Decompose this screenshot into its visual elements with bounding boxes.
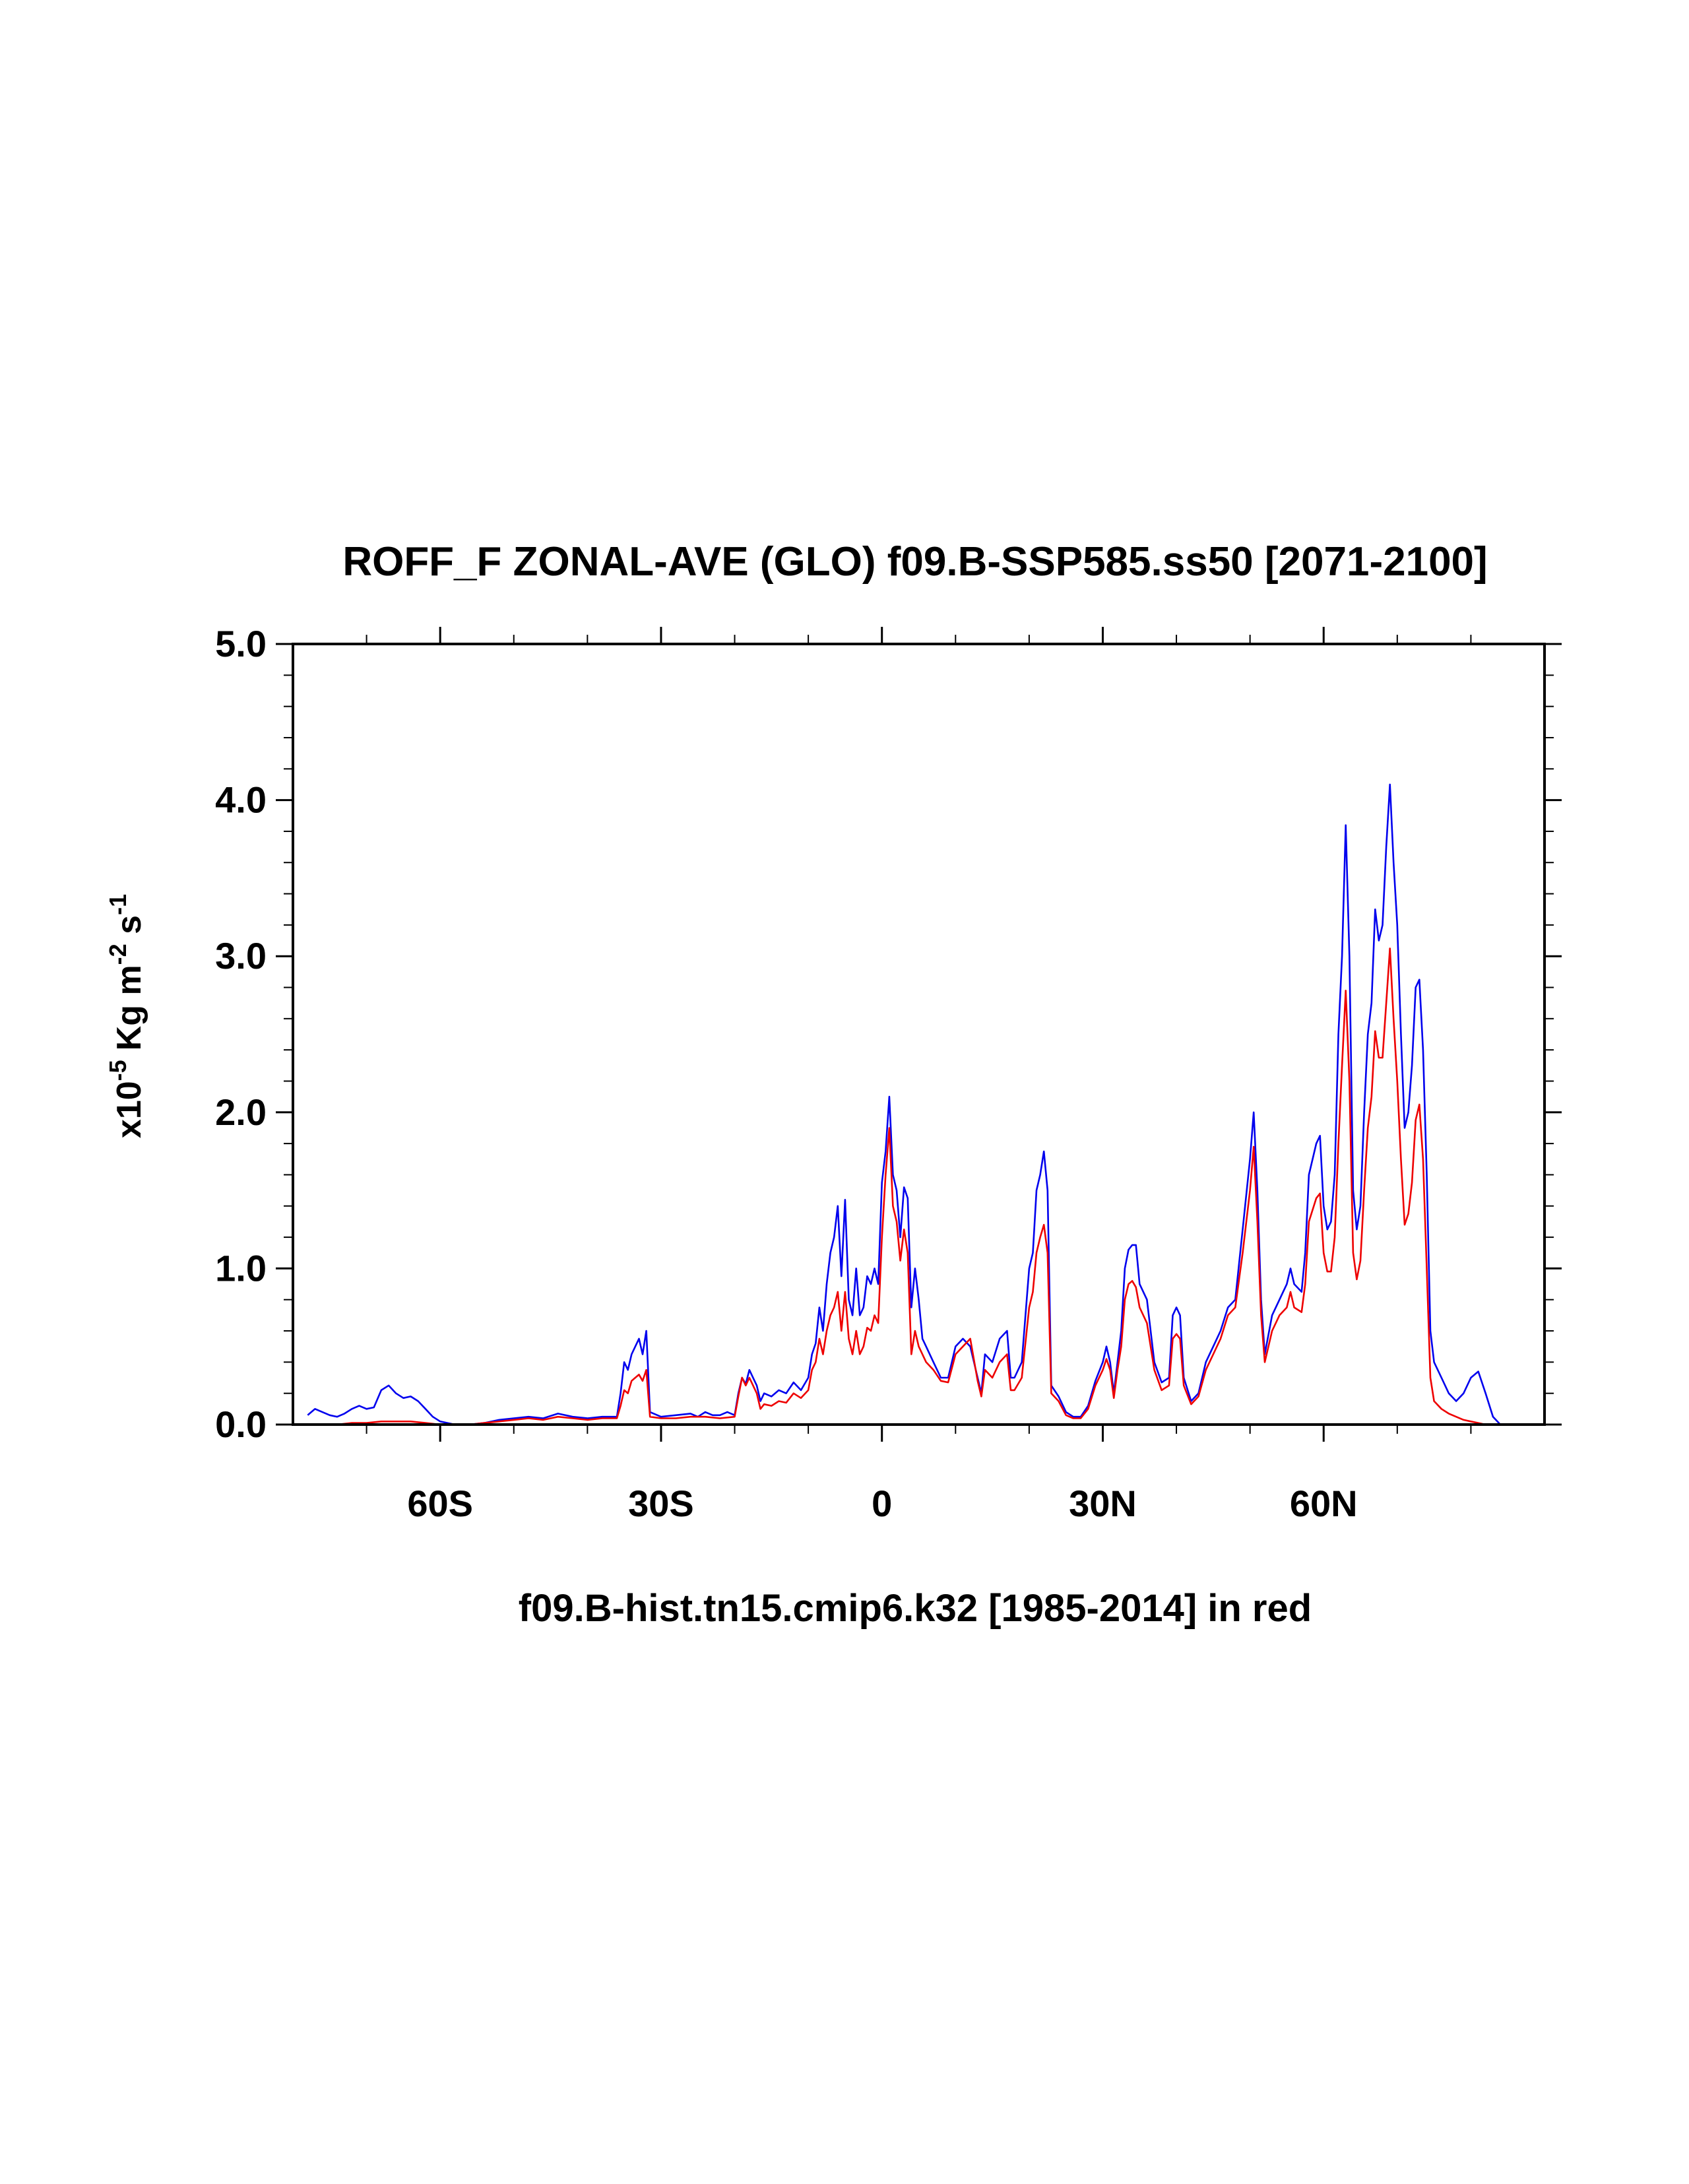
svg-text:x10-5Kg m-2 s-1: x10-5 Kg m-2 s-1 xyxy=(104,894,148,1138)
y-tick-label: 1.0 xyxy=(215,1247,267,1289)
y-tick-label: 0.0 xyxy=(215,1403,267,1445)
y-axis-label: x10-5 Kg m-2 s-1 xyxy=(104,894,148,1138)
x-tick-label: 60S xyxy=(407,1483,473,1524)
axis-ticks xyxy=(276,627,1562,1442)
y-label-s: s xyxy=(110,915,148,944)
y-label-units: Kg m xyxy=(110,965,148,1050)
y-tick-label: 4.0 xyxy=(215,779,267,821)
x-axis-label: f09.B-hist.tn15.cmip6.k32 [1985-2014] in… xyxy=(519,1587,1312,1630)
y-label-s-exponent: -1 xyxy=(104,894,131,915)
y-tick-label: 5.0 xyxy=(215,623,267,664)
series-line-1 xyxy=(307,947,1500,1426)
y-tick-label: 3.0 xyxy=(215,935,267,977)
x-tick-label: 0 xyxy=(872,1483,892,1524)
chart-title: ROFF_F ZONAL-AVE (GLO) f09.B-SSP585.ss50… xyxy=(342,539,1487,585)
x-tick-label: 30S xyxy=(628,1483,694,1524)
y-label-exponent: -5 xyxy=(104,1060,131,1081)
axis-tick-labels: 0.0 1.0 2.0 3.0 4.0 5.0 60S 30S 0 30N 60N xyxy=(215,623,1357,1524)
series-line-0 xyxy=(307,783,1501,1426)
data-series xyxy=(307,783,1501,1426)
plot-frame xyxy=(292,643,1546,1426)
x-tick-label: 60N xyxy=(1290,1483,1358,1524)
x-tick-label: 30N xyxy=(1069,1483,1137,1524)
y-label-prefix: x10 xyxy=(110,1081,148,1138)
y-label-m-exponent: -2 xyxy=(104,944,131,965)
y-tick-label: 2.0 xyxy=(215,1091,267,1133)
